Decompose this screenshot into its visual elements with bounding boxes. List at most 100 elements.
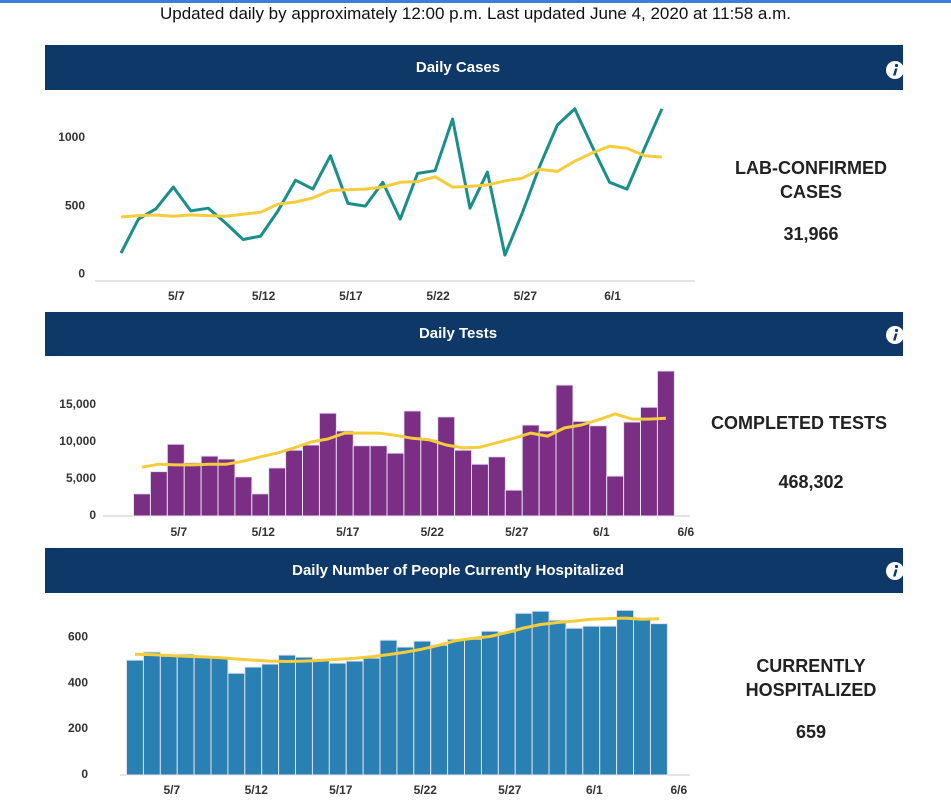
bar (345, 660, 364, 776)
summary-label: CURRENTLY HOSPITALIZED (745, 656, 877, 700)
bar (582, 625, 601, 776)
bar (565, 627, 584, 776)
x-tick-label: 5/17 (339, 289, 363, 303)
bar (159, 655, 178, 776)
bar (548, 619, 567, 776)
bar (531, 610, 550, 776)
summary-value: 468,302 (778, 472, 844, 492)
bar (352, 445, 371, 517)
bar (589, 425, 608, 517)
top-strip (0, 0, 951, 3)
chart-title: Daily Number of People Currently Hospita… (292, 562, 624, 579)
title-bar (45, 548, 903, 593)
y-tick-label: 0 (78, 266, 85, 280)
bar (572, 420, 591, 517)
bar (285, 449, 304, 517)
x-tick-label: 5/7 (163, 783, 180, 797)
x-tick-label: 6/1 (586, 783, 603, 797)
bar (234, 476, 253, 517)
bar (318, 412, 337, 517)
summary-label: COMPLETED TESTS (711, 413, 888, 433)
bar (555, 384, 574, 517)
bar (656, 370, 675, 517)
title-bar (45, 45, 903, 90)
y-tick-label: 500 (65, 198, 85, 212)
bar (616, 609, 635, 776)
bar (261, 663, 280, 776)
bar (328, 662, 347, 776)
x-tick-label: 5/7 (170, 525, 187, 539)
x-tick-label: 5/27 (514, 289, 538, 303)
chart-title: Daily Cases (416, 59, 500, 76)
bar (379, 639, 398, 776)
bar (278, 654, 297, 776)
y-tick-label: 200 (68, 721, 88, 735)
x-tick-label: 5/22 (426, 289, 450, 303)
bar (311, 659, 330, 776)
y-tick-label: 600 (68, 629, 88, 643)
x-tick-label: 6/6 (670, 783, 687, 797)
bar (403, 410, 422, 517)
bar (623, 421, 642, 517)
x-tick-label: 5/12 (245, 783, 269, 797)
bar (413, 640, 432, 776)
bar (302, 444, 320, 517)
bar (362, 657, 381, 776)
bar (126, 659, 144, 776)
bar (386, 452, 405, 517)
summary-value: 659 (795, 722, 827, 742)
x-tick-label: 5/17 (336, 525, 360, 539)
x-tick-label: 5/22 (421, 525, 445, 539)
bar (599, 625, 618, 776)
bar (514, 612, 533, 776)
bar (480, 630, 499, 776)
x-tick-label: 5/22 (414, 783, 438, 797)
y-tick-label: 1000 (58, 130, 85, 144)
bar (268, 467, 287, 517)
x-tick-label: 5/12 (252, 289, 276, 303)
y-tick-label: 0 (81, 767, 88, 781)
bar (447, 638, 466, 776)
bar (166, 443, 185, 517)
bar (217, 458, 236, 517)
x-tick-label: 5/27 (505, 525, 529, 539)
bar (335, 430, 354, 517)
bar (633, 618, 651, 776)
bar (640, 406, 658, 517)
line (134, 616, 659, 663)
update-note: Updated daily by approximately 12:00 p.m… (160, 4, 791, 23)
info-icon[interactable] (886, 562, 904, 580)
bar (149, 471, 168, 517)
bar (521, 424, 540, 517)
bar (251, 493, 270, 517)
bar (420, 439, 439, 517)
line (120, 144, 663, 219)
bar (464, 638, 482, 776)
info-icon[interactable] (886, 326, 904, 344)
x-tick-label: 6/1 (604, 289, 621, 303)
line (119, 107, 664, 257)
x-tick-label: 6/6 (677, 525, 694, 539)
title-bar (45, 312, 903, 356)
bar (369, 445, 388, 517)
bar (193, 656, 212, 776)
y-tick-label: 10,000 (59, 434, 96, 448)
bar (606, 475, 625, 517)
bar (295, 656, 313, 776)
bar (227, 672, 246, 776)
x-tick-label: 5/17 (329, 783, 353, 797)
y-tick-label: 5,000 (66, 471, 96, 485)
summary-label: LAB-CONFIRMED CASES (735, 158, 887, 202)
info-icon[interactable] (886, 61, 904, 79)
y-tick-label: 400 (68, 675, 88, 689)
bar (497, 631, 516, 776)
bar (538, 430, 557, 517)
x-tick-label: 6/1 (593, 525, 610, 539)
bar (437, 416, 456, 517)
x-tick-label: 5/27 (498, 783, 522, 797)
y-tick-label: 15,000 (59, 397, 96, 411)
bar (183, 462, 202, 517)
bar (430, 644, 449, 776)
